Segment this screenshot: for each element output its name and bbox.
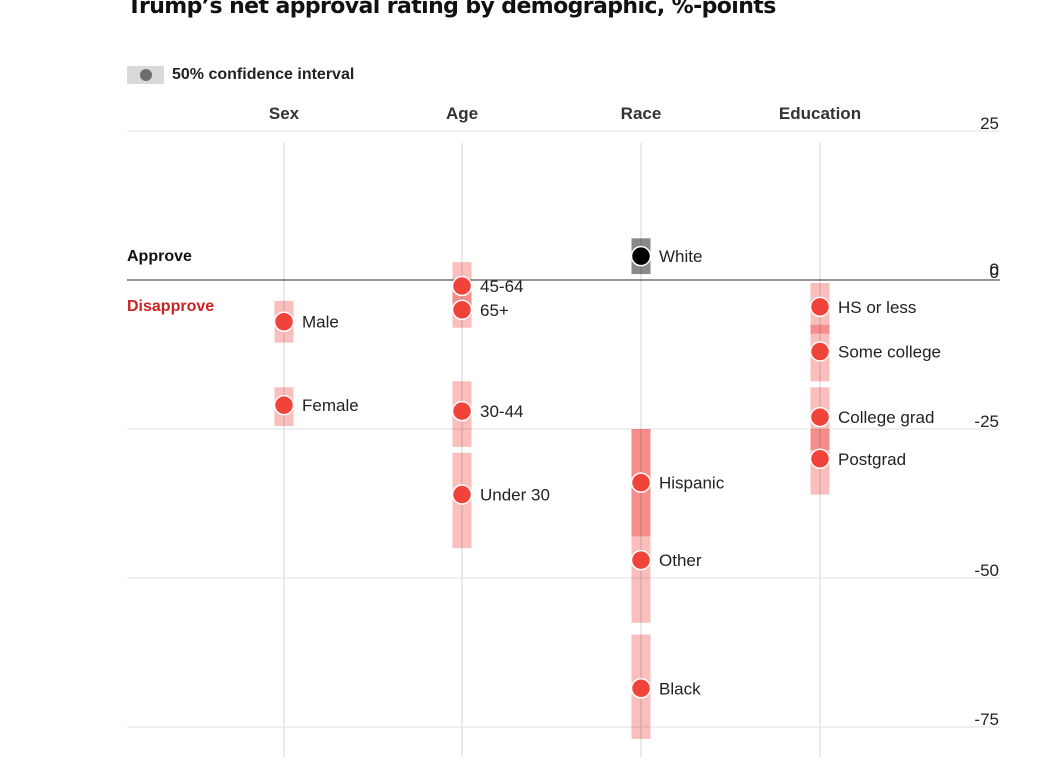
data-point-label: 45-64: [480, 277, 523, 296]
approve-label: Approve: [127, 248, 192, 265]
data-point: [451, 299, 473, 321]
data-point-label: Postgrad: [838, 450, 906, 469]
data-point-label: 65+: [480, 301, 509, 320]
data-point: [809, 448, 831, 470]
data-point: [273, 394, 295, 416]
category-label: Education: [779, 104, 861, 123]
legend-ci-swatch: [127, 66, 164, 84]
data-point: [630, 549, 652, 571]
legend: 50% confidence interval: [127, 65, 354, 85]
data-point-label: Hispanic: [659, 474, 725, 493]
y-tick-label: 25: [980, 114, 999, 133]
data-point-label: Under 30: [480, 486, 550, 505]
y-tick-label: -75: [974, 710, 999, 729]
data-point-label: 30-44: [480, 402, 523, 421]
data-point-label: College grad: [838, 408, 934, 427]
chart-title: Trump’s net approval rating by demograph…: [127, 0, 776, 19]
data-point-label: White: [659, 247, 702, 266]
y-tick-label: -25: [974, 412, 999, 431]
data-point: [809, 341, 831, 362]
data-point: [809, 406, 831, 428]
disapprove-label: Disapprove: [127, 298, 214, 315]
category-label: Sex: [269, 104, 300, 123]
legend-dot: [140, 69, 152, 81]
data-point: [630, 245, 652, 267]
data-point-label: Some college: [838, 343, 941, 362]
data-point-label: Male: [302, 313, 339, 332]
data-point-label: Female: [302, 396, 359, 415]
category-label: Age: [446, 104, 478, 123]
data-point: [630, 678, 652, 699]
data-point: [451, 484, 473, 505]
data-point-label: Black: [659, 679, 701, 698]
data-point: [273, 311, 295, 332]
data-point: [630, 472, 652, 493]
data-point: [451, 275, 473, 297]
confidence-interval-bar: [631, 429, 651, 623]
y-tick-label: -50: [974, 561, 999, 580]
category-label: Race: [621, 104, 662, 123]
data-point: [809, 296, 831, 318]
zero-tick-label: 0: [990, 260, 999, 279]
data-point: [451, 400, 473, 422]
legend-label: 50% confidence interval: [172, 66, 355, 83]
data-point-label: Other: [659, 551, 702, 570]
data-point-label: HS or less: [838, 298, 916, 317]
y-tick-label: 0: [990, 263, 999, 282]
